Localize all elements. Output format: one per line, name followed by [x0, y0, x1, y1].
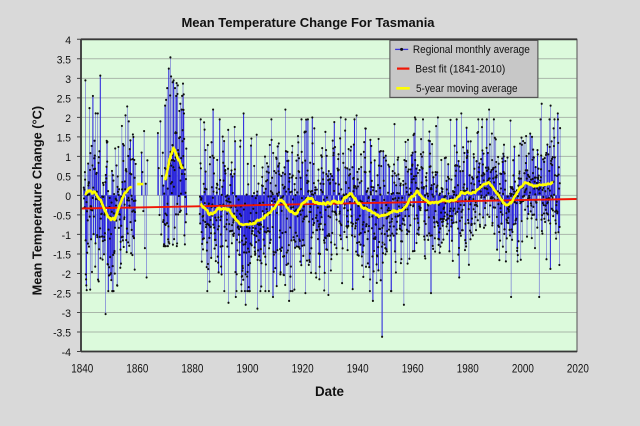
svg-text:1900: 1900	[237, 364, 259, 376]
svg-text:-4: -4	[62, 347, 71, 359]
svg-text:0: 0	[65, 191, 71, 203]
svg-text:-2.5: -2.5	[53, 289, 71, 301]
svg-text:-2: -2	[62, 269, 71, 281]
svg-text:1940: 1940	[347, 364, 369, 376]
svg-text:2: 2	[65, 113, 71, 125]
svg-text:0.5: 0.5	[57, 172, 71, 184]
svg-text:2.5: 2.5	[57, 94, 71, 106]
svg-text:Mean Temperature Change (°C: Mean Temperature Change (°C)	[30, 106, 45, 296]
svg-text:1840: 1840	[71, 364, 93, 376]
svg-text:1880: 1880	[181, 364, 203, 376]
svg-text:1960: 1960	[402, 364, 424, 376]
svg-text:4: 4	[65, 35, 71, 47]
svg-text:Best fit (1841-2010): Best fit (1841-2010)	[415, 63, 505, 75]
svg-text:Mean Temperature Change For Ta: Mean Temperature Change For Tasmania	[181, 15, 435, 30]
svg-text:1: 1	[65, 152, 71, 164]
svg-text:1920: 1920	[292, 364, 314, 376]
svg-text:-3: -3	[62, 308, 71, 320]
svg-text:1980: 1980	[457, 364, 479, 376]
svg-text:3: 3	[65, 74, 71, 86]
svg-text:3.5: 3.5	[57, 55, 71, 67]
svg-text:1.5: 1.5	[57, 133, 71, 145]
svg-text:-3.5: -3.5	[53, 328, 71, 340]
svg-text:-1.5: -1.5	[53, 250, 71, 262]
svg-text:5-year moving average: 5-year moving average	[416, 83, 518, 95]
svg-text:Date: Date	[315, 384, 344, 399]
svg-text:2000: 2000	[512, 364, 534, 376]
svg-text:1860: 1860	[126, 364, 148, 376]
svg-text:-1: -1	[62, 230, 71, 242]
svg-text:-0.5: -0.5	[53, 211, 71, 223]
svg-text:2020: 2020	[567, 364, 589, 376]
svg-text:Regional monthly average: Regional monthly average	[413, 44, 530, 56]
